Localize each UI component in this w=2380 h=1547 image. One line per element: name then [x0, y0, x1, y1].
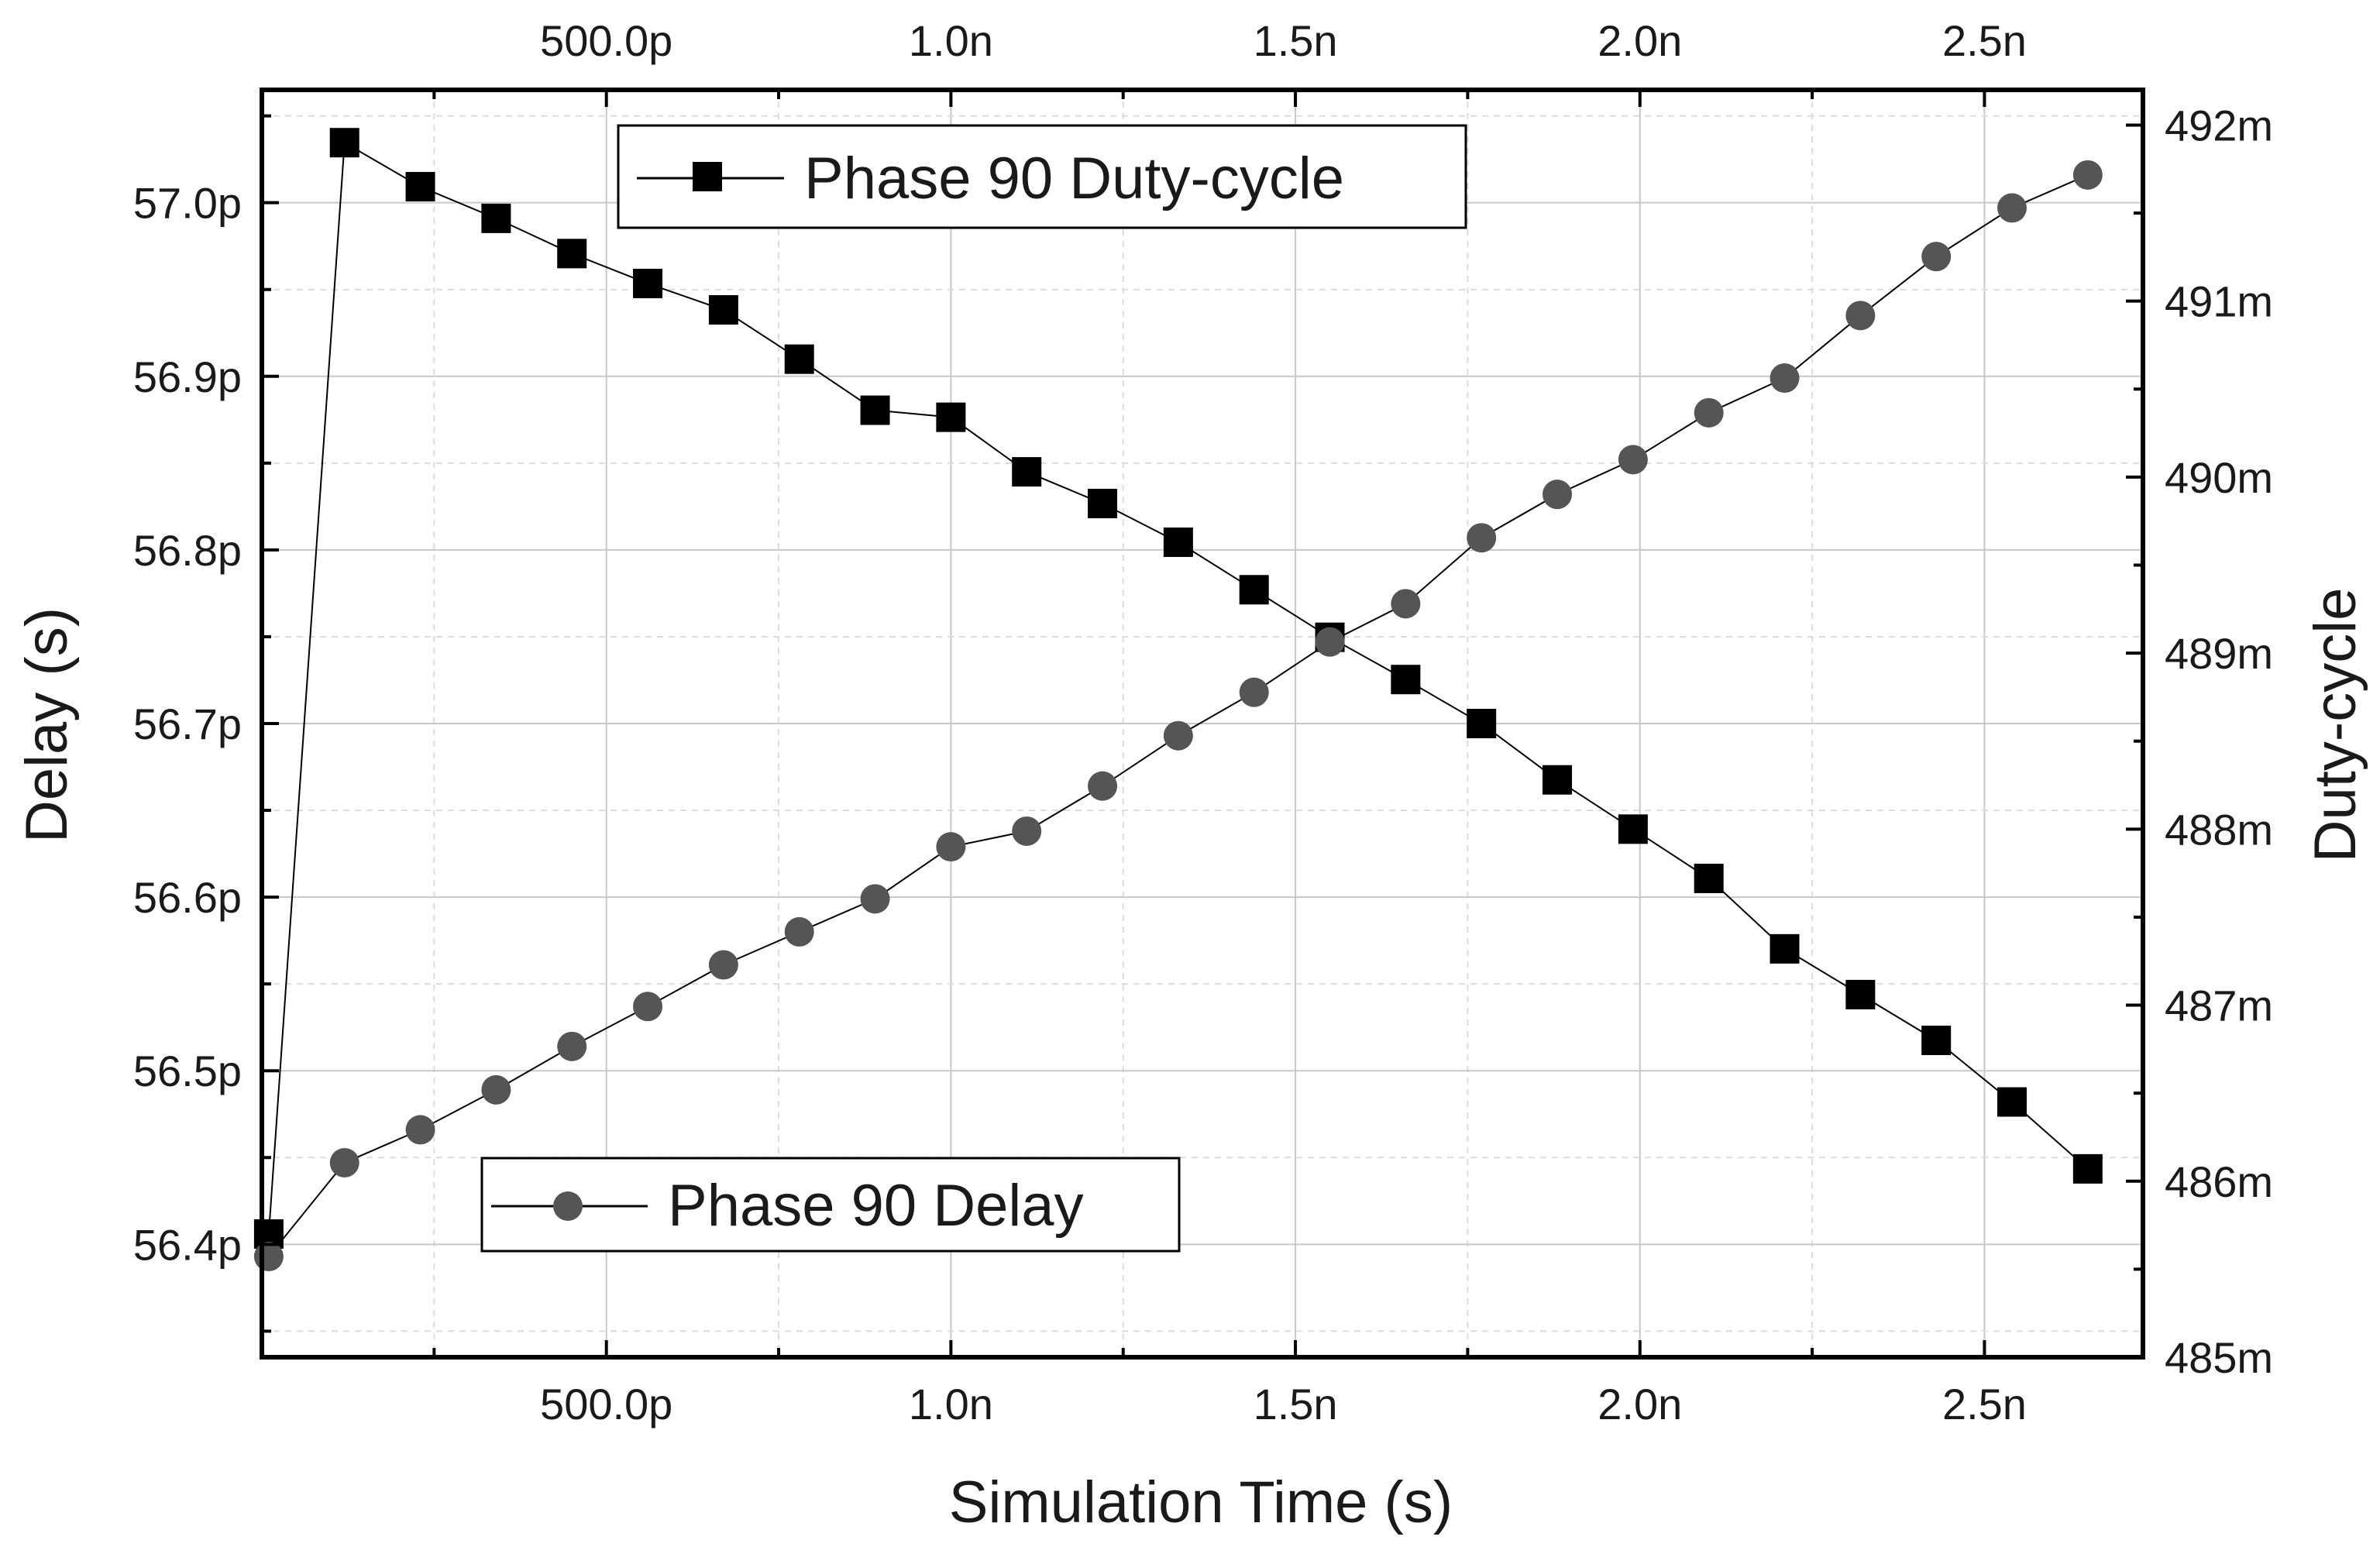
duty-cycle-point [1012, 457, 1042, 487]
x-tick-label-bottom: 1.0n [909, 1380, 993, 1428]
y-right-tick-label: 489m [2165, 629, 2273, 678]
delay-point [784, 916, 814, 947]
y-left-tick-label: 57.0p [133, 179, 242, 228]
legend-delay: Phase 90 Delay [480, 1157, 1181, 1253]
x-tick-label-top: 1.5n [1254, 16, 1338, 65]
legend-duty-cycle: Phase 90 Duty-cycle [617, 124, 1467, 229]
x-tick-label-bottom: 2.0n [1598, 1380, 1682, 1428]
legend-duty-cycle-marker [693, 162, 722, 191]
delay-point [1997, 193, 2027, 223]
delay-point [1618, 445, 1648, 475]
duty-cycle-point [708, 295, 738, 325]
delay-point [1845, 301, 1876, 331]
duty-cycle-point [784, 344, 814, 374]
duty-cycle-markers [253, 128, 2103, 1249]
duty-cycle-point [329, 128, 359, 158]
x-tick-label-top: 500.0p [540, 16, 672, 65]
y-right-tick-label: 485m [2165, 1333, 2273, 1382]
duty-cycle-point [1921, 1026, 1952, 1055]
y-left-tick-label: 56.5p [133, 1047, 242, 1095]
legend-delay-label: Phase 90 Delay [668, 1173, 1084, 1239]
duty-cycle-point [481, 203, 511, 233]
axis-ticks [262, 90, 2143, 1359]
delay-point [2072, 160, 2103, 190]
delay-point [1694, 397, 1724, 428]
duty-cycle-point [405, 171, 435, 201]
delay-point [1163, 720, 1193, 751]
delay-point [1088, 771, 1118, 801]
tick-labels: 500.0p 500.0p 1.0n 1.0n 1.5n 1.5n 2.0n 2.0n 2.5n… [133, 16, 2273, 1428]
delay-line [268, 174, 2089, 1257]
delay-point [1543, 480, 1573, 510]
y-right-axis-title: Duty-cycle [2303, 588, 2368, 863]
delay-point [860, 884, 890, 914]
x-tick-label-top: 2.0n [1598, 16, 1682, 65]
duty-cycle-point [1770, 933, 1800, 964]
delay-point [1921, 242, 1952, 272]
legend-duty-cycle-label: Phase 90 Duty-cycle [804, 146, 1344, 211]
x-axis-title: Simulation Time (s) [949, 1470, 1453, 1535]
legend-delay-box [480, 1157, 1181, 1253]
y-right-tick-label: 488m [2165, 805, 2273, 854]
delay-markers [253, 160, 2103, 1272]
duty-cycle-point [936, 402, 966, 432]
delay-point [1391, 589, 1421, 619]
y-right-tick-label: 491m [2165, 277, 2273, 326]
y-left-tick-label: 56.6p [133, 873, 242, 922]
delay-point [1770, 363, 1800, 394]
y-left-tick-label: 56.9p [133, 352, 242, 401]
duty-cycle-point [557, 239, 587, 269]
delay-point [329, 1147, 359, 1177]
x-tick-label-top: 2.5n [1942, 16, 2027, 65]
y-left-axis-title: Delay (s) [14, 607, 80, 843]
delay-point [633, 992, 663, 1022]
duty-cycle-point [1543, 765, 1573, 795]
delay-point [253, 1242, 284, 1272]
duty-cycle-point [860, 395, 890, 425]
duty-cycle-point [1088, 488, 1118, 518]
duty-cycle-point [2072, 1153, 2103, 1184]
delay-point [481, 1074, 511, 1105]
y-left-tick-label: 56.4p [133, 1220, 242, 1269]
duty-cycle-point [1845, 979, 1876, 1009]
delay-point [1467, 523, 1497, 553]
delay-point [936, 832, 966, 862]
duty-cycle-point [633, 268, 663, 298]
delay-point [405, 1115, 435, 1145]
x-tick-label-bottom: 2.5n [1942, 1380, 2027, 1428]
duty-cycle-point [1391, 665, 1421, 695]
duty-cycle-point [1239, 575, 1269, 605]
legend-duty-cycle-box [617, 124, 1467, 229]
duty-cycle-point [1163, 527, 1193, 557]
y-right-tick-label: 486m [2165, 1157, 2273, 1206]
legend-delay-marker [553, 1191, 583, 1221]
duty-cycle-point [1694, 863, 1724, 893]
duty-cycle-point [1467, 709, 1497, 738]
x-tick-label-top: 1.0n [909, 16, 993, 65]
delay-point [1012, 816, 1042, 846]
y-left-tick-label: 56.7p [133, 700, 242, 748]
y-right-tick-label: 490m [2165, 453, 2273, 502]
y-right-tick-label: 492m [2165, 101, 2273, 150]
x-tick-label-bottom: 500.0p [540, 1380, 672, 1428]
y-left-tick-label: 56.8p [133, 526, 242, 575]
delay-point [1239, 677, 1269, 707]
x-tick-label-bottom: 1.5n [1254, 1380, 1338, 1428]
delay-point [1315, 627, 1345, 657]
delay-point [708, 950, 738, 980]
series-lines [267, 141, 2089, 1257]
delay-point [557, 1031, 587, 1061]
duty-cycle-point [1618, 814, 1648, 844]
duty-cycle-point [1997, 1087, 2027, 1117]
y-right-tick-label: 487m [2165, 981, 2273, 1030]
